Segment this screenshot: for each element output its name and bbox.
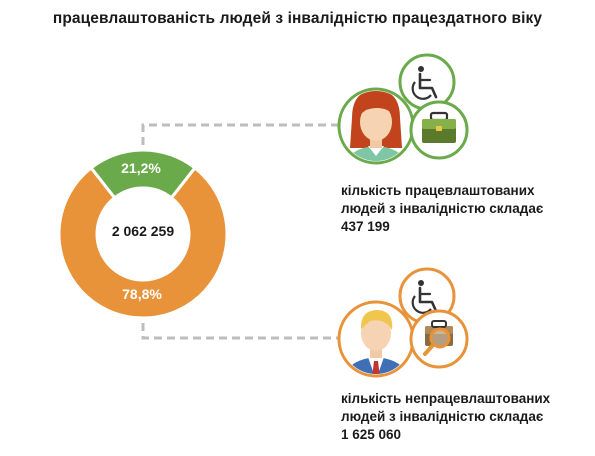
briefcase-search-icon (409, 309, 469, 369)
donut-slice-unemployed (57, 165, 229, 320)
employed-caption-line1: кількість працевлаштованих (341, 183, 535, 198)
donut-center-total: 2 062 259 (112, 223, 174, 239)
connector-line-employed (141, 123, 340, 158)
unemployed-caption-line2: людей з інвалідністю складає (341, 409, 544, 424)
employed-caption: кількість працевлаштованих людей з інвал… (341, 182, 543, 236)
connector-line-unemployed (141, 310, 340, 340)
slice-label-employed: 21,2% (121, 160, 161, 176)
page-title: працевлаштованість людей з інвалідністю … (52, 10, 543, 27)
slice-label-unemployed: 78,8% (122, 286, 162, 302)
employed-caption-line2: людей з інвалідністю складає (341, 201, 544, 216)
unemployed-caption: кількість непрацевлаштованих людей з інв… (341, 390, 550, 444)
employed-count-value: 437 199 (341, 219, 390, 234)
wheelchair-icon (398, 53, 456, 111)
connector-lines (141, 123, 340, 340)
woman-avatar-icon (337, 87, 415, 165)
donut-chart (57, 148, 229, 320)
unemployed-caption-line1: кількість непрацевлаштованих (341, 391, 551, 406)
man-avatar-icon (337, 300, 415, 378)
unemployed-count-value: 1 625 060 (341, 427, 402, 442)
briefcase-icon (409, 100, 469, 160)
